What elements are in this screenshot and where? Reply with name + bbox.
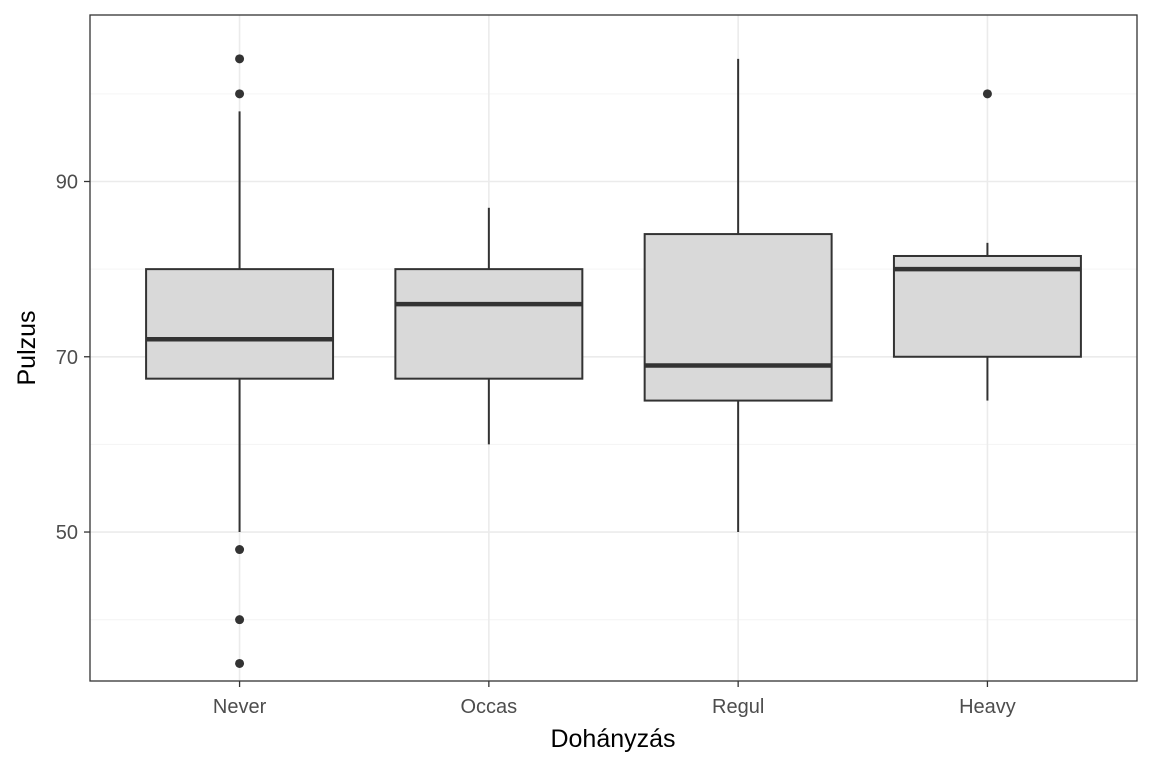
- outlier-point: [235, 89, 245, 99]
- box-iqr: [394, 268, 584, 380]
- box-iqr: [643, 233, 833, 402]
- x-tick-label: Occas: [461, 696, 518, 718]
- box-occas: [394, 207, 584, 445]
- outlier-point: [982, 89, 992, 99]
- box-heavy: [892, 89, 1082, 401]
- boxes-layer: [145, 54, 1082, 668]
- outlier-point: [235, 54, 245, 64]
- y-tick-label: 90: [56, 172, 78, 194]
- x-tick-label: Never: [213, 696, 267, 718]
- box-never: [145, 54, 335, 668]
- box-iqr: [892, 254, 1082, 358]
- y-axis-title: Pulzus: [13, 310, 41, 385]
- box-iqr: [145, 268, 335, 380]
- outlier-point: [235, 658, 245, 668]
- x-tick-label: Heavy: [959, 696, 1016, 718]
- x-axis-title: Dohányzás: [550, 725, 675, 753]
- outlier-point: [235, 545, 245, 555]
- outlier-point: [235, 615, 245, 625]
- x-tick-label: Regul: [712, 696, 764, 718]
- panel-border: [89, 14, 1138, 682]
- y-axis: 50 70 90: [56, 172, 90, 544]
- box-regul: [643, 58, 833, 533]
- y-tick-label: 70: [56, 347, 78, 369]
- x-axis: Never Occas Regul Heavy: [213, 681, 1016, 718]
- y-tick-label: 50: [56, 522, 78, 544]
